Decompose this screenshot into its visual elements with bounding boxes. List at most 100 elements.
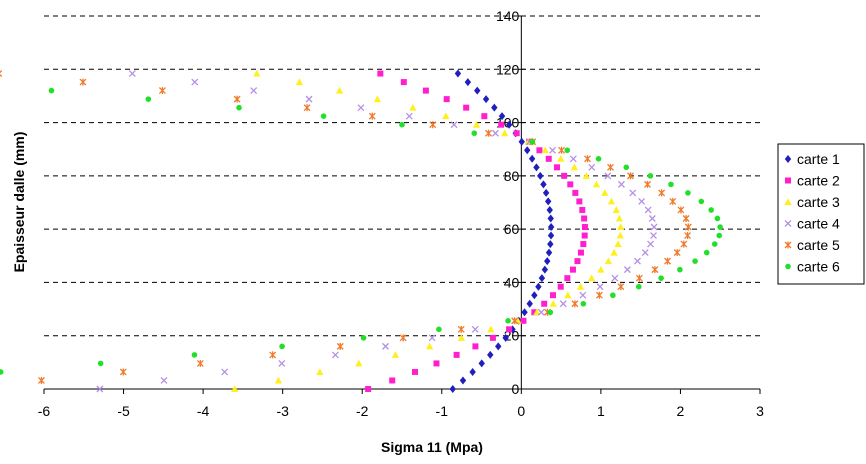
data-point <box>377 70 384 77</box>
legend-marker <box>784 155 792 163</box>
data-point <box>443 96 450 103</box>
data-point <box>541 146 549 154</box>
data-point <box>231 385 239 392</box>
x-tick-label: -2 <box>356 403 369 419</box>
data-point <box>360 335 367 341</box>
legend: carte 1 carte 2 carte 3 carte 4 carte 5 carte… <box>777 143 865 285</box>
data-point <box>37 376 45 384</box>
x-tick-label: 1 <box>597 403 605 419</box>
data-point <box>436 326 442 333</box>
data-point <box>518 137 525 146</box>
data-point <box>612 206 620 213</box>
data-point <box>96 385 104 393</box>
data-point <box>233 95 241 103</box>
data-point <box>491 103 498 112</box>
data-point <box>457 325 465 333</box>
legend-label: carte 4 <box>797 216 840 232</box>
data-point <box>596 283 604 291</box>
data-point <box>355 359 363 367</box>
data-point <box>587 274 596 282</box>
data-point <box>253 69 261 77</box>
data-point <box>635 283 642 290</box>
data-point <box>409 103 417 111</box>
data-point <box>537 308 545 316</box>
x-tick-label: 3 <box>756 403 764 419</box>
data-point <box>250 87 258 95</box>
x-tick-label: -3 <box>276 403 289 419</box>
data-point <box>576 198 583 205</box>
data-point <box>595 291 603 299</box>
data-point <box>495 342 502 351</box>
data-point <box>449 385 456 393</box>
data-point <box>545 155 552 162</box>
data-point <box>658 275 664 281</box>
data-point <box>295 78 304 86</box>
data-point <box>463 104 470 111</box>
data-point <box>541 265 549 274</box>
data-point <box>581 215 588 222</box>
data-point <box>489 334 496 341</box>
data-point <box>405 112 413 120</box>
data-point <box>412 368 419 375</box>
x-tick-label: 0 <box>517 403 525 419</box>
data-point <box>616 231 624 239</box>
data-point <box>617 223 625 231</box>
data-point <box>145 96 152 102</box>
data-point <box>545 248 553 257</box>
data-point <box>442 112 450 120</box>
data-point <box>459 376 467 385</box>
series-2 <box>365 70 588 392</box>
data-point <box>576 282 585 290</box>
legend-marker <box>784 198 792 205</box>
data-point <box>698 198 705 205</box>
data-point <box>303 104 311 112</box>
data-point <box>547 231 555 240</box>
data-point <box>717 224 723 230</box>
data-point <box>673 249 681 257</box>
data-point <box>564 147 571 154</box>
data-point <box>607 197 616 205</box>
data-point <box>158 87 166 95</box>
data-point <box>336 342 344 350</box>
data-point <box>450 121 458 129</box>
data-point <box>581 232 588 239</box>
data-point <box>365 386 372 392</box>
data-point <box>610 248 618 256</box>
data-point <box>373 95 382 103</box>
data-point <box>0 369 4 375</box>
data-point <box>549 146 556 154</box>
data-point <box>97 360 104 367</box>
data-point <box>453 351 460 358</box>
data-point <box>429 121 437 129</box>
data-point <box>703 249 710 256</box>
data-point <box>579 206 586 213</box>
data-point <box>531 309 538 316</box>
data-point <box>505 120 513 129</box>
series-6 <box>0 87 723 375</box>
data-point <box>561 172 568 179</box>
data-point <box>607 163 614 171</box>
y-tick-label: 140 <box>496 8 520 24</box>
data-points <box>0 69 723 393</box>
data-point <box>569 266 576 273</box>
data-point <box>544 257 551 266</box>
series-1 <box>449 69 555 393</box>
data-point <box>533 308 541 316</box>
data-point <box>617 283 625 291</box>
data-point <box>584 155 591 163</box>
data-point <box>501 129 509 137</box>
data-point <box>511 317 519 325</box>
data-point <box>571 300 579 308</box>
data-point <box>641 249 649 257</box>
legend-marker <box>784 220 792 227</box>
data-point <box>509 325 516 334</box>
data-point <box>557 155 565 162</box>
data-point <box>531 291 538 300</box>
data-point <box>644 206 652 214</box>
data-point <box>650 232 657 239</box>
data-point <box>526 299 533 308</box>
data-point <box>547 240 554 249</box>
data-point <box>564 291 572 299</box>
x-tick-label: -5 <box>117 403 130 419</box>
